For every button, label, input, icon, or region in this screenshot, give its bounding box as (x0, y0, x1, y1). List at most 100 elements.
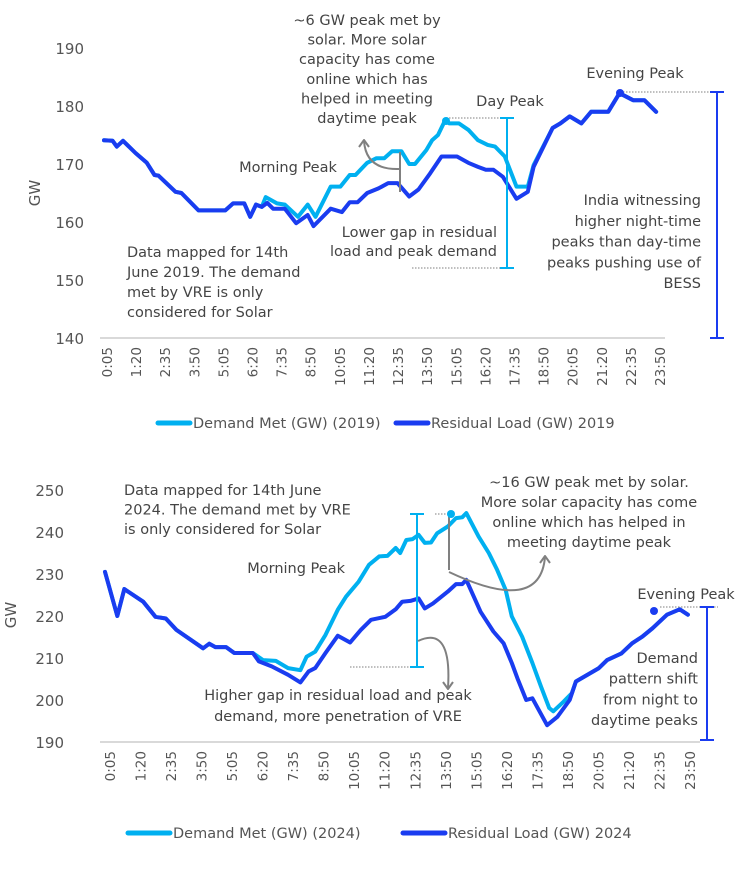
annotation-line: Higher gap in residual load and peak (204, 688, 472, 704)
y-tick-label: 230 (35, 566, 64, 584)
annotation-top-evening: Evening Peak (586, 66, 684, 82)
x-tick-label: 23:50 (683, 751, 699, 790)
annotation-line: daytime peaks (591, 713, 698, 729)
series-line-residual-load (102, 91, 659, 229)
evening-peak-dot (616, 89, 624, 97)
annotation-line: higher night-time (575, 214, 701, 230)
x-tick-label: 22:35 (652, 751, 668, 790)
annotation-arrow (363, 140, 400, 171)
annotation-line: Data mapped for 14th (127, 245, 288, 261)
annotation-line: 2024. The demand met by VRE (124, 503, 351, 519)
x-tick-label: 5:05 (216, 347, 232, 377)
x-tick-label: 16:20 (500, 751, 516, 790)
x-tick-label: 5:05 (225, 751, 241, 781)
y-tick-label: 220 (35, 608, 64, 626)
day-peak-dot-2024 (447, 510, 455, 518)
legend-label: Residual Load (GW) 2024 (448, 826, 632, 842)
x-tick-label: 2:35 (158, 347, 174, 377)
annotation-line: Morning Peak (239, 160, 337, 176)
annotation-top-morning: Morning Peak (239, 160, 337, 176)
y-axis-label: GW (26, 180, 44, 207)
series-line-residual-load (103, 569, 690, 728)
annotation-line: Data mapped for 14th June (124, 483, 322, 499)
x-tick-label: 1:20 (129, 347, 145, 377)
annotation-line: daytime peak (317, 111, 417, 127)
x-tick-label: 15:05 (449, 347, 465, 386)
annotation-line: load and peak demand (330, 244, 497, 260)
annotation-bottom-gap: Higher gap in residual load and peak dema… (204, 688, 472, 725)
annotation-line: is only considered for Solar (124, 522, 321, 538)
x-tick-label: 3:50 (187, 347, 203, 377)
annotation-line: meeting daytime peak (507, 535, 672, 551)
legend-label: Demand Met (GW) (2019) (193, 416, 381, 432)
x-tick-label: 13:50 (420, 347, 436, 386)
annotation-line: ~16 GW peak met by solar. (489, 475, 689, 491)
annotation-top-gap: Lower gap in residual load and peak deman… (330, 225, 497, 260)
annotation-line: met by VRE is only (127, 285, 264, 301)
y-tick-label: 210 (35, 650, 64, 668)
x-tick-label: 18:50 (537, 347, 553, 386)
x-tick-label: 22:35 (624, 347, 640, 386)
y-tick-label: 240 (35, 524, 64, 542)
x-tick-label: 17:35 (530, 751, 546, 790)
x-tick-label: 0:05 (100, 347, 116, 377)
annotation-bottom-note: Data mapped for 14th June 2024. The deman… (124, 483, 351, 538)
x-tick-label: 21:20 (622, 751, 638, 790)
annotation-line: Lower gap in residual (342, 225, 497, 241)
arrow-head-icon (358, 139, 370, 148)
annotation-line: from night to (603, 692, 698, 708)
annotation-line: June 2019. The demand (126, 265, 300, 281)
y-tick-label: 190 (55, 40, 84, 58)
y-tick-label: 250 (35, 482, 64, 500)
y-tick-label: 150 (55, 272, 84, 290)
annotation-bottom-shift: Demand pattern shift from night to daytime … (591, 651, 698, 729)
annotation-bottom-evening: Evening Peak (637, 587, 735, 603)
annotation-line: Morning Peak (247, 561, 345, 577)
x-tick-label: 11:20 (378, 751, 394, 790)
annotation-line: solar. More solar (307, 33, 426, 49)
x-tick-label: 7:35 (286, 751, 302, 781)
day-peak-dot (442, 117, 450, 125)
x-tick-label: 1:20 (134, 751, 150, 781)
annotation-top-india: India witnessing higher night-time peaks t… (547, 193, 702, 292)
annotation-line: ~6 GW peak met by (293, 13, 441, 29)
annotation-line: peaks pushing use of (547, 255, 702, 271)
x-tick-label: 8:50 (317, 751, 333, 781)
x-tick-label: 20:05 (591, 751, 607, 790)
annotation-line: Demand (637, 651, 699, 667)
x-tick-label: 12:35 (408, 751, 424, 790)
annotation-line: More solar capacity has come (481, 495, 697, 511)
annotation-line: BESS (663, 276, 701, 292)
x-tick-label: 21:20 (595, 347, 611, 386)
x-tick-label: 10:05 (333, 347, 349, 386)
y-tick-label: 190 (35, 734, 64, 752)
evening-peak-dot-2024 (650, 607, 658, 615)
chart-2: 190 200 210 220 230 240 250 GW 0:05 1:20 2:35 3:50 5… (2, 482, 700, 842)
x-tick-label: 6:20 (256, 751, 272, 781)
annotation-line: Evening Peak (586, 66, 684, 82)
y-tick-label: 140 (55, 330, 84, 348)
x-tick-label: 3:50 (195, 751, 211, 781)
x-tick-label: 17:35 (507, 347, 523, 386)
annotation-line: helped in meeting (301, 91, 433, 107)
arrow-head-icon (539, 555, 551, 564)
x-tick-label: 2:35 (164, 751, 180, 781)
annotation-line: Evening Peak (637, 587, 735, 603)
x-tick-label: 18:50 (561, 751, 577, 790)
x-tick-label: 23:50 (653, 347, 669, 386)
annotation-line: peaks than day-time (551, 235, 701, 251)
legend-label: Demand Met (GW) (2024) (173, 826, 361, 842)
x-tick-label: 6:20 (246, 347, 262, 377)
arrow-head-icon (442, 681, 454, 690)
annotation-top-solar: ~6 GW peak met by solar. More solar capaci… (293, 13, 441, 127)
x-tick-label: 15:05 (469, 751, 485, 790)
y-tick-label: 180 (55, 98, 84, 116)
annotation-bottom-solar: ~16 GW peak met by solar. More solar capa… (481, 475, 697, 551)
annotation-line: Day Peak (476, 94, 544, 110)
x-tick-label: 7:35 (275, 347, 291, 377)
annotation-line: India witnessing (584, 193, 701, 209)
annotation-arrow (448, 556, 546, 592)
legend-label: Residual Load (GW) 2019 (431, 416, 615, 432)
y-tick-label: 200 (35, 692, 64, 710)
